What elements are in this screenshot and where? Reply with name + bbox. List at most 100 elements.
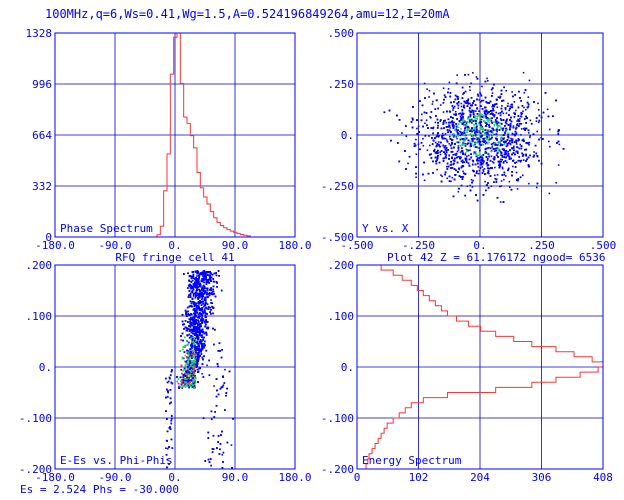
scatter-point <box>468 165 470 167</box>
scatter-point <box>479 115 481 117</box>
scatter-point <box>439 162 441 164</box>
scatter-point <box>453 127 455 129</box>
scatter-point <box>442 102 444 104</box>
scatter-point <box>460 145 462 147</box>
scatter-point <box>533 151 535 153</box>
scatter-point <box>491 106 493 108</box>
scatter-point <box>492 87 494 89</box>
scatter-point <box>478 110 480 112</box>
scatter-point <box>441 136 443 138</box>
scatter-point <box>440 104 442 106</box>
scatter-point <box>514 135 516 137</box>
scatter-point <box>477 113 479 115</box>
scatter-point <box>526 128 528 130</box>
scatter-point <box>475 104 477 106</box>
scatter-point <box>483 117 485 119</box>
scatter-point <box>499 125 501 127</box>
scatter-point <box>476 99 478 101</box>
scatter-point <box>452 135 454 137</box>
scatter-point <box>463 161 465 163</box>
scatter-point <box>231 444 233 446</box>
scatter-point <box>498 148 500 150</box>
scatter-point <box>467 150 469 152</box>
scatter-point <box>456 153 458 155</box>
scatter-point <box>503 138 505 140</box>
scatter-point <box>483 120 485 122</box>
scatter-point <box>491 137 493 139</box>
scatter-point <box>446 147 448 149</box>
scatter-point <box>415 173 417 175</box>
scatter-point <box>409 156 411 158</box>
scatter-point <box>453 195 455 197</box>
scatter-point <box>511 189 513 191</box>
scatter-point <box>487 117 489 119</box>
scatter-point <box>474 116 476 118</box>
scatter-point <box>490 151 492 153</box>
scatter-point <box>509 158 511 160</box>
scatter-point <box>555 100 557 102</box>
scatter-point <box>528 106 530 108</box>
scatter-point <box>528 129 530 131</box>
scatter-point <box>483 161 485 163</box>
scatter-point <box>496 147 498 149</box>
scatter-point <box>485 97 487 99</box>
scatter-point <box>549 193 551 195</box>
scatter-point <box>449 180 451 182</box>
scatter-point <box>480 117 482 119</box>
scatter-point <box>445 145 447 147</box>
scatter-point <box>458 149 460 151</box>
scatter-point <box>431 127 433 129</box>
scatter-point <box>461 185 463 187</box>
scatter-point <box>477 95 479 97</box>
scatter-point <box>486 78 488 80</box>
scatter-point <box>435 115 437 117</box>
scatter-point <box>437 150 439 152</box>
scatter-point <box>466 161 468 163</box>
scatter-point <box>416 153 418 155</box>
scatter-point <box>468 162 470 164</box>
scatter-point <box>474 142 476 144</box>
scatter-point <box>510 138 512 140</box>
scatter-point <box>459 131 461 133</box>
scatter-point <box>464 154 466 156</box>
scatter-point <box>476 107 478 109</box>
scatter-point <box>507 151 509 153</box>
scatter-point <box>501 174 503 176</box>
scatter-point <box>515 166 517 168</box>
scatter-point <box>450 131 452 133</box>
scatter-point <box>224 369 226 371</box>
scatter-point <box>503 86 505 88</box>
scatter-point <box>476 131 478 133</box>
scatter-point <box>469 159 471 161</box>
scatter-point <box>527 102 529 104</box>
scatter-point <box>462 116 464 118</box>
scatter-point <box>466 131 468 133</box>
scatter-point <box>478 147 480 149</box>
scatter-point <box>462 165 464 167</box>
scatter-point <box>494 150 496 152</box>
scatter-point <box>432 161 434 163</box>
scatter-point <box>481 119 483 121</box>
scatter-point <box>499 167 501 169</box>
scatter-point <box>500 159 502 161</box>
scatter-point <box>438 136 440 138</box>
scatter-point <box>522 155 524 157</box>
scatter-point <box>435 157 437 159</box>
scatter-point <box>437 119 439 121</box>
scatter-point <box>462 171 464 173</box>
scatter-point <box>456 82 458 84</box>
scatter-point <box>506 123 508 125</box>
scatter-point <box>459 141 461 143</box>
scatter-point <box>398 161 400 163</box>
scatter-point <box>505 107 507 109</box>
scatter-point <box>461 133 463 135</box>
scatter-point <box>196 275 198 277</box>
scatter-point <box>479 139 481 141</box>
scatter-point <box>448 118 450 120</box>
scatter-point <box>452 139 454 141</box>
scatter-point <box>462 178 464 180</box>
scatter-point <box>495 179 497 181</box>
scatter-point <box>485 101 487 103</box>
scatter-point <box>496 106 498 108</box>
scatter-point <box>471 127 473 129</box>
